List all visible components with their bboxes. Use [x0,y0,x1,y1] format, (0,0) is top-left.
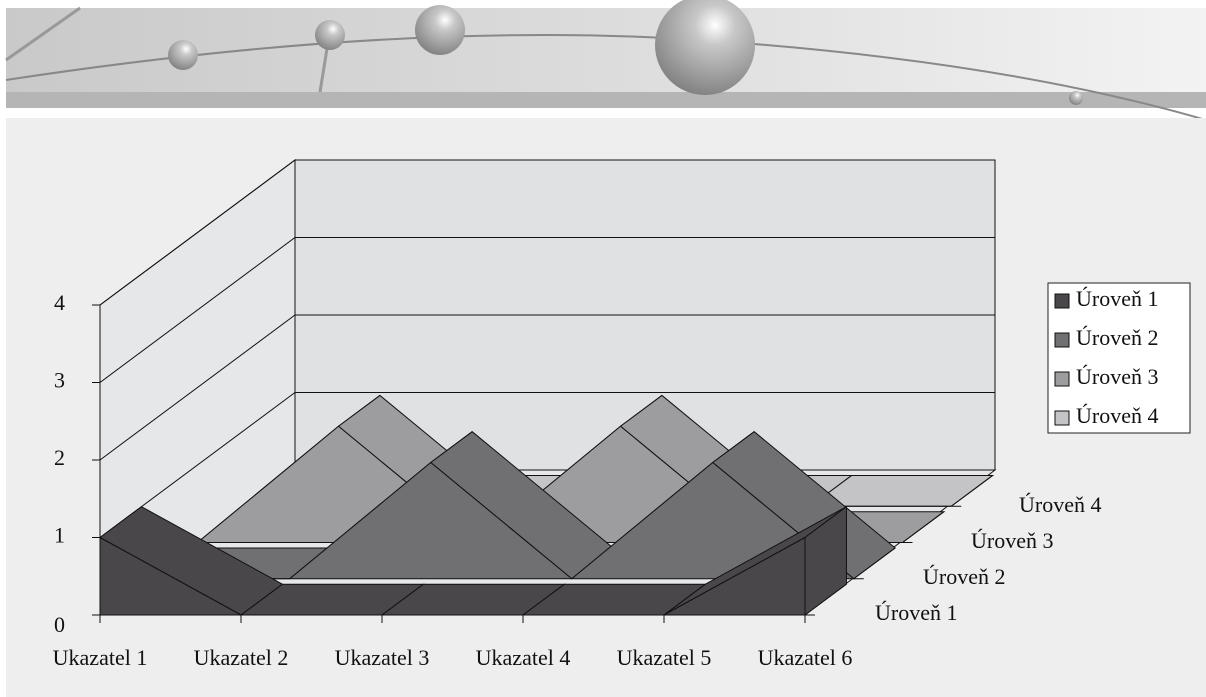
legend-swatch [1055,372,1069,386]
y-tick-label: 2 [54,445,65,470]
x-tick-label: Ukazatel 3 [335,645,430,670]
legend-swatch [1055,411,1069,425]
legend-label: Úroveň 3 [1076,364,1158,389]
x-tick-label: Ukazatel 5 [617,645,712,670]
page: 0 1 2 3 4 Ukazatel 1 Ukazatel 2 Ukazatel 3 Ukaza… [0,0,1206,697]
y-tick-label: 3 [54,368,65,393]
y-tick-label: 0 [54,612,65,637]
legend-label: Úroveň 2 [1076,325,1158,350]
legend-swatch [1055,333,1069,347]
legend-label: Úroveň 4 [1076,403,1158,428]
x-tick-label: Ukazatel 2 [194,645,289,670]
legend-label: Úroveň 1 [1076,286,1158,311]
depth-label: Úroveň 2 [923,564,1005,589]
depth-label: Úroveň 3 [971,528,1053,553]
depth-label: Úroveň 1 [875,600,957,625]
y-tick-label: 4 [54,290,65,315]
x-tick-label: Ukazatel 4 [476,645,571,670]
banner [6,0,1206,120]
legend-swatch [1055,294,1069,308]
y-tick-label: 1 [54,523,65,548]
depth-label: Úroveň 4 [1019,492,1101,517]
x-tick-label: Ukazatel 1 [53,645,148,670]
x-tick-label: Ukazatel 6 [758,645,853,670]
